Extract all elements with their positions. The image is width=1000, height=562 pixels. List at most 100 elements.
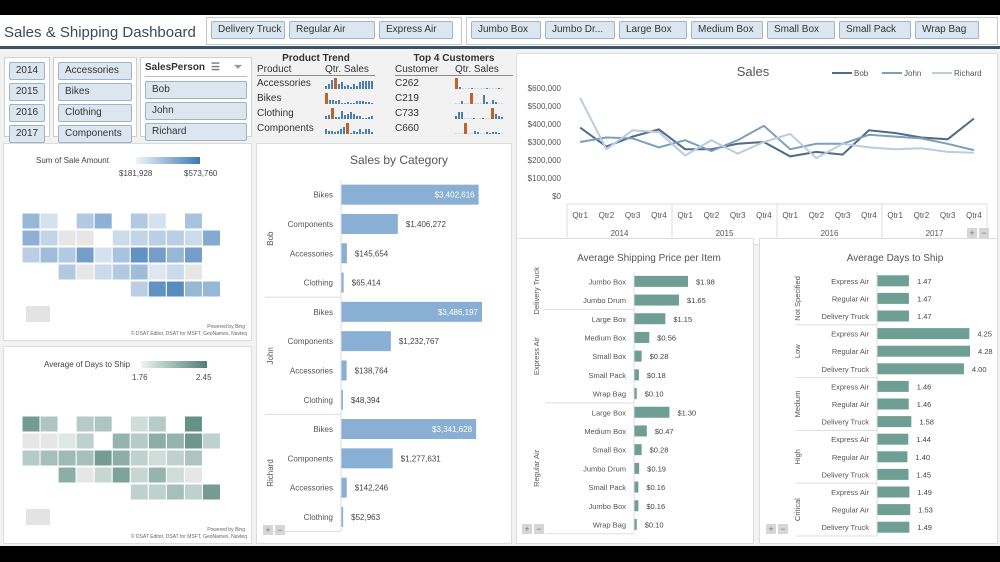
state-region[interactable] <box>111 466 131 484</box>
state-region[interactable] <box>183 432 203 450</box>
series-line-bob[interactable] <box>579 117 975 158</box>
bar[interactable] <box>634 406 670 418</box>
state-region[interactable] <box>75 449 95 467</box>
series-line-richard[interactable] <box>579 97 974 160</box>
bar[interactable] <box>341 419 477 440</box>
bar[interactable] <box>341 506 344 527</box>
state-region[interactable] <box>165 483 185 501</box>
bar[interactable] <box>634 331 650 343</box>
multi-select-icon[interactable]: ☰ <box>211 62 221 73</box>
state-region[interactable] <box>93 466 113 484</box>
state-region[interactable] <box>183 246 203 264</box>
bar[interactable] <box>877 504 911 516</box>
container-chip[interactable]: Jumbo Box <box>471 21 541 39</box>
state-region[interactable] <box>57 466 77 484</box>
state-region[interactable] <box>129 466 149 484</box>
salesperson-chip[interactable]: John <box>145 102 247 120</box>
state-region[interactable] <box>21 415 41 433</box>
bar[interactable] <box>634 425 647 437</box>
bar[interactable] <box>341 448 393 469</box>
state-region[interactable] <box>21 449 41 467</box>
state-region[interactable] <box>165 449 185 467</box>
state-region[interactable] <box>75 229 95 247</box>
bar[interactable] <box>877 468 909 480</box>
container-chip[interactable]: Small Box <box>767 21 835 39</box>
us-map-sales[interactable] <box>18 194 248 324</box>
state-region[interactable] <box>165 466 185 484</box>
bar[interactable] <box>341 360 347 381</box>
state-region[interactable] <box>129 229 149 247</box>
state-region[interactable] <box>39 229 59 247</box>
state-region[interactable] <box>111 449 131 467</box>
category-chip[interactable]: Components <box>58 125 132 143</box>
bar[interactable] <box>877 275 909 287</box>
bar[interactable] <box>877 398 909 410</box>
state-region[interactable] <box>39 432 59 450</box>
state-region[interactable] <box>183 263 203 281</box>
state-region[interactable] <box>39 246 59 264</box>
state-region[interactable] <box>129 483 149 501</box>
state-region[interactable] <box>129 246 149 264</box>
category-chip[interactable]: Clothing <box>58 104 132 122</box>
collapse-button[interactable]: − <box>534 524 544 534</box>
bar[interactable] <box>877 451 908 463</box>
bar[interactable] <box>877 416 912 428</box>
bar[interactable] <box>877 328 970 340</box>
bar[interactable] <box>634 313 666 325</box>
container-chip[interactable]: Large Box <box>619 21 687 39</box>
state-region[interactable] <box>75 263 95 281</box>
bar[interactable] <box>634 294 679 306</box>
ship-mode-chip[interactable]: Express Air <box>379 21 453 39</box>
ship-mode-chip[interactable]: Delivery Truck <box>211 21 285 39</box>
bar[interactable] <box>877 310 909 322</box>
bar[interactable] <box>634 481 639 493</box>
container-chip[interactable]: Wrap Bag <box>915 21 979 39</box>
state-region[interactable] <box>93 246 113 264</box>
state-region[interactable] <box>147 212 167 230</box>
state-region[interactable] <box>93 212 113 230</box>
container-chip[interactable]: Jumbo Dr... <box>545 21 615 39</box>
expand-button[interactable]: + <box>967 228 977 238</box>
state-region[interactable] <box>129 449 149 467</box>
state-region[interactable] <box>147 432 167 450</box>
bar[interactable] <box>341 477 347 498</box>
state-region[interactable] <box>129 280 149 298</box>
bar[interactable] <box>341 213 398 234</box>
bar[interactable] <box>877 363 964 375</box>
bar[interactable] <box>634 350 642 362</box>
year-chip[interactable]: 2016 <box>9 104 45 122</box>
state-region[interactable] <box>147 415 167 433</box>
ship-mode-chip[interactable]: Regular Air <box>289 21 375 39</box>
state-region[interactable] <box>21 229 41 247</box>
state-region[interactable] <box>57 246 77 264</box>
state-region[interactable] <box>147 449 167 467</box>
state-region[interactable] <box>183 229 203 247</box>
year-chip[interactable]: 2015 <box>9 83 45 101</box>
state-region[interactable] <box>75 212 95 230</box>
state-region[interactable] <box>75 415 95 433</box>
state-region[interactable] <box>57 263 77 281</box>
state-region[interactable] <box>111 263 131 281</box>
bar[interactable] <box>634 369 639 381</box>
state-region[interactable] <box>39 415 59 433</box>
container-chip[interactable]: Small Pack <box>839 21 911 39</box>
state-region-alaska[interactable] <box>26 306 50 322</box>
state-region[interactable] <box>75 246 95 264</box>
bar[interactable] <box>877 486 910 498</box>
state-region[interactable] <box>129 263 149 281</box>
category-chip[interactable]: Bikes <box>58 83 132 101</box>
bar[interactable] <box>634 275 688 287</box>
state-region-alaska[interactable] <box>26 509 50 525</box>
state-region[interactable] <box>75 466 95 484</box>
state-region[interactable] <box>183 212 203 230</box>
bar[interactable] <box>341 184 479 205</box>
collapse-button[interactable]: − <box>778 524 788 534</box>
state-region[interactable] <box>165 246 185 264</box>
state-region[interactable] <box>202 432 221 450</box>
state-region[interactable] <box>147 229 167 247</box>
state-region[interactable] <box>57 432 77 450</box>
bar[interactable] <box>341 272 344 293</box>
state-region[interactable] <box>165 229 185 247</box>
bar[interactable] <box>341 389 343 410</box>
bar[interactable] <box>634 500 639 512</box>
